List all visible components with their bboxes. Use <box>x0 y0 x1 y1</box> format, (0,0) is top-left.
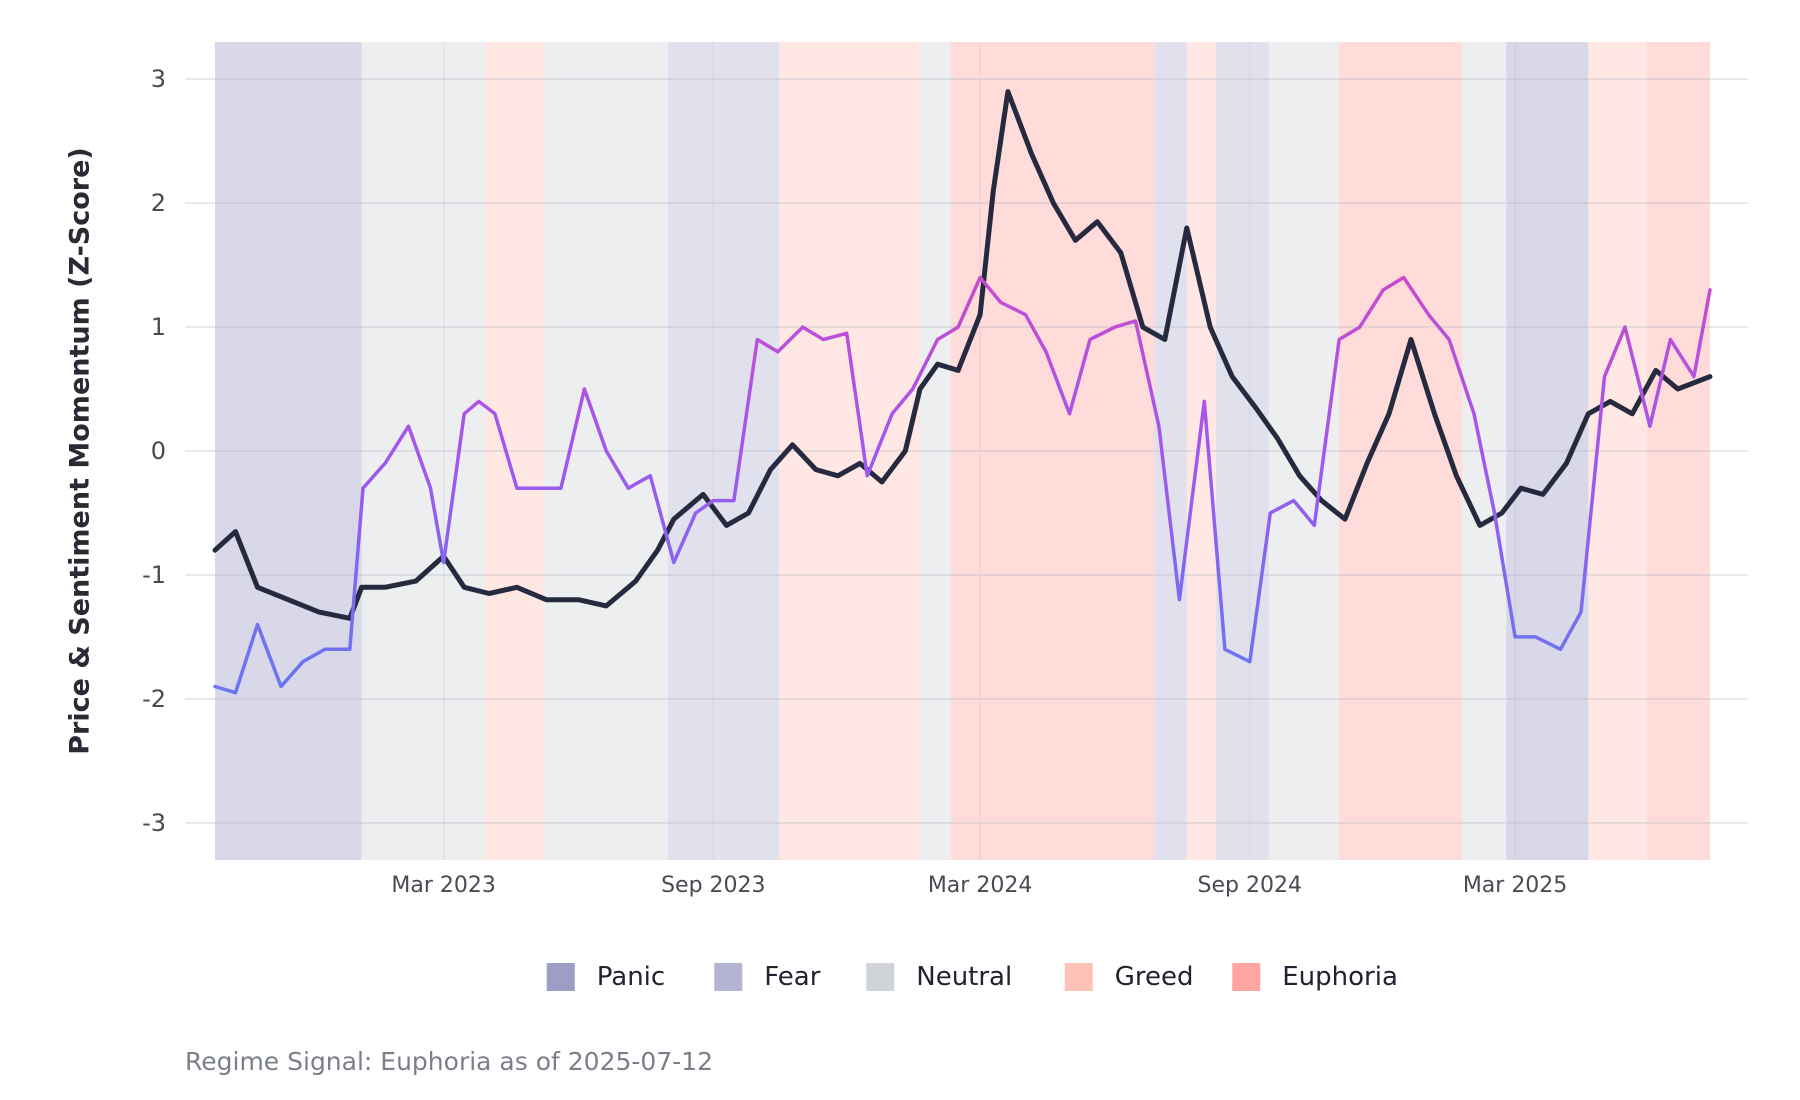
regime-band-euphoria <box>950 42 1155 860</box>
legend-swatch <box>546 963 575 991</box>
legend-label: Euphoria <box>1282 962 1398 992</box>
y-tick-label: -2 <box>142 685 166 713</box>
x-tick-label: Sep 2024 <box>1198 873 1302 898</box>
regime-bands <box>215 42 1710 860</box>
sentiment-line <box>213 275 1712 695</box>
series-lines <box>212 89 1713 695</box>
legend-swatch <box>1232 963 1261 991</box>
x-tick-label: Mar 2024 <box>928 873 1033 898</box>
regime-band-neutral <box>1462 42 1507 860</box>
legend-label: Fear <box>764 962 820 992</box>
regime-band-panic <box>1506 42 1589 860</box>
regime-band-panic <box>215 42 362 860</box>
price-line <box>212 89 1713 621</box>
regime-band-greed <box>1186 42 1217 860</box>
x-tick-label: Mar 2025 <box>1463 873 1568 898</box>
legend: Panic Fear Neutral Greed Euphoria <box>546 962 1398 992</box>
regime-band-neutral <box>1268 42 1340 860</box>
legend-label: Neutral <box>916 962 1012 992</box>
y-axis-title: Price & Sentiment Momentum (Z-Score) <box>65 147 96 755</box>
legend-swatch <box>714 963 743 991</box>
legend-swatch <box>866 963 895 991</box>
y-tick-label: -1 <box>142 561 166 589</box>
regime-band-fear <box>1154 42 1187 860</box>
regime-band-euphoria <box>1646 42 1710 860</box>
gridlines <box>185 42 1748 860</box>
regime-band-neutral <box>620 42 668 860</box>
regime-band-euphoria <box>1339 42 1463 860</box>
legend-swatch <box>1064 963 1093 991</box>
y-tick-label: -3 <box>142 809 166 837</box>
x-tick-label: Sep 2023 <box>661 873 765 898</box>
regime-band-fear <box>1216 42 1269 860</box>
y-tick-label: 2 <box>151 189 166 217</box>
y-tick-label: 3 <box>151 65 166 93</box>
y-tick-label: 1 <box>151 313 166 341</box>
regime-band-greed <box>779 42 920 860</box>
regime-band-neutral <box>919 42 951 860</box>
regime-band-neutral <box>361 42 485 860</box>
regime-signal-caption: Regime Signal: Euphoria as of 2025-07-12 <box>185 1047 713 1076</box>
y-tick-label: 0 <box>151 437 166 465</box>
legend-label: Panic <box>597 962 665 992</box>
regime-band-greed <box>484 42 545 860</box>
legend-label: Greed <box>1115 962 1194 992</box>
y-axis: 3 2 1 0 -1 -2 -3 <box>142 65 166 837</box>
x-tick-label: Mar 2023 <box>391 873 496 898</box>
regime-band-fear <box>667 42 780 860</box>
x-axis: Mar 2023 Sep 2023 Mar 2024 Sep 2024 Mar 2025 <box>391 873 1567 898</box>
